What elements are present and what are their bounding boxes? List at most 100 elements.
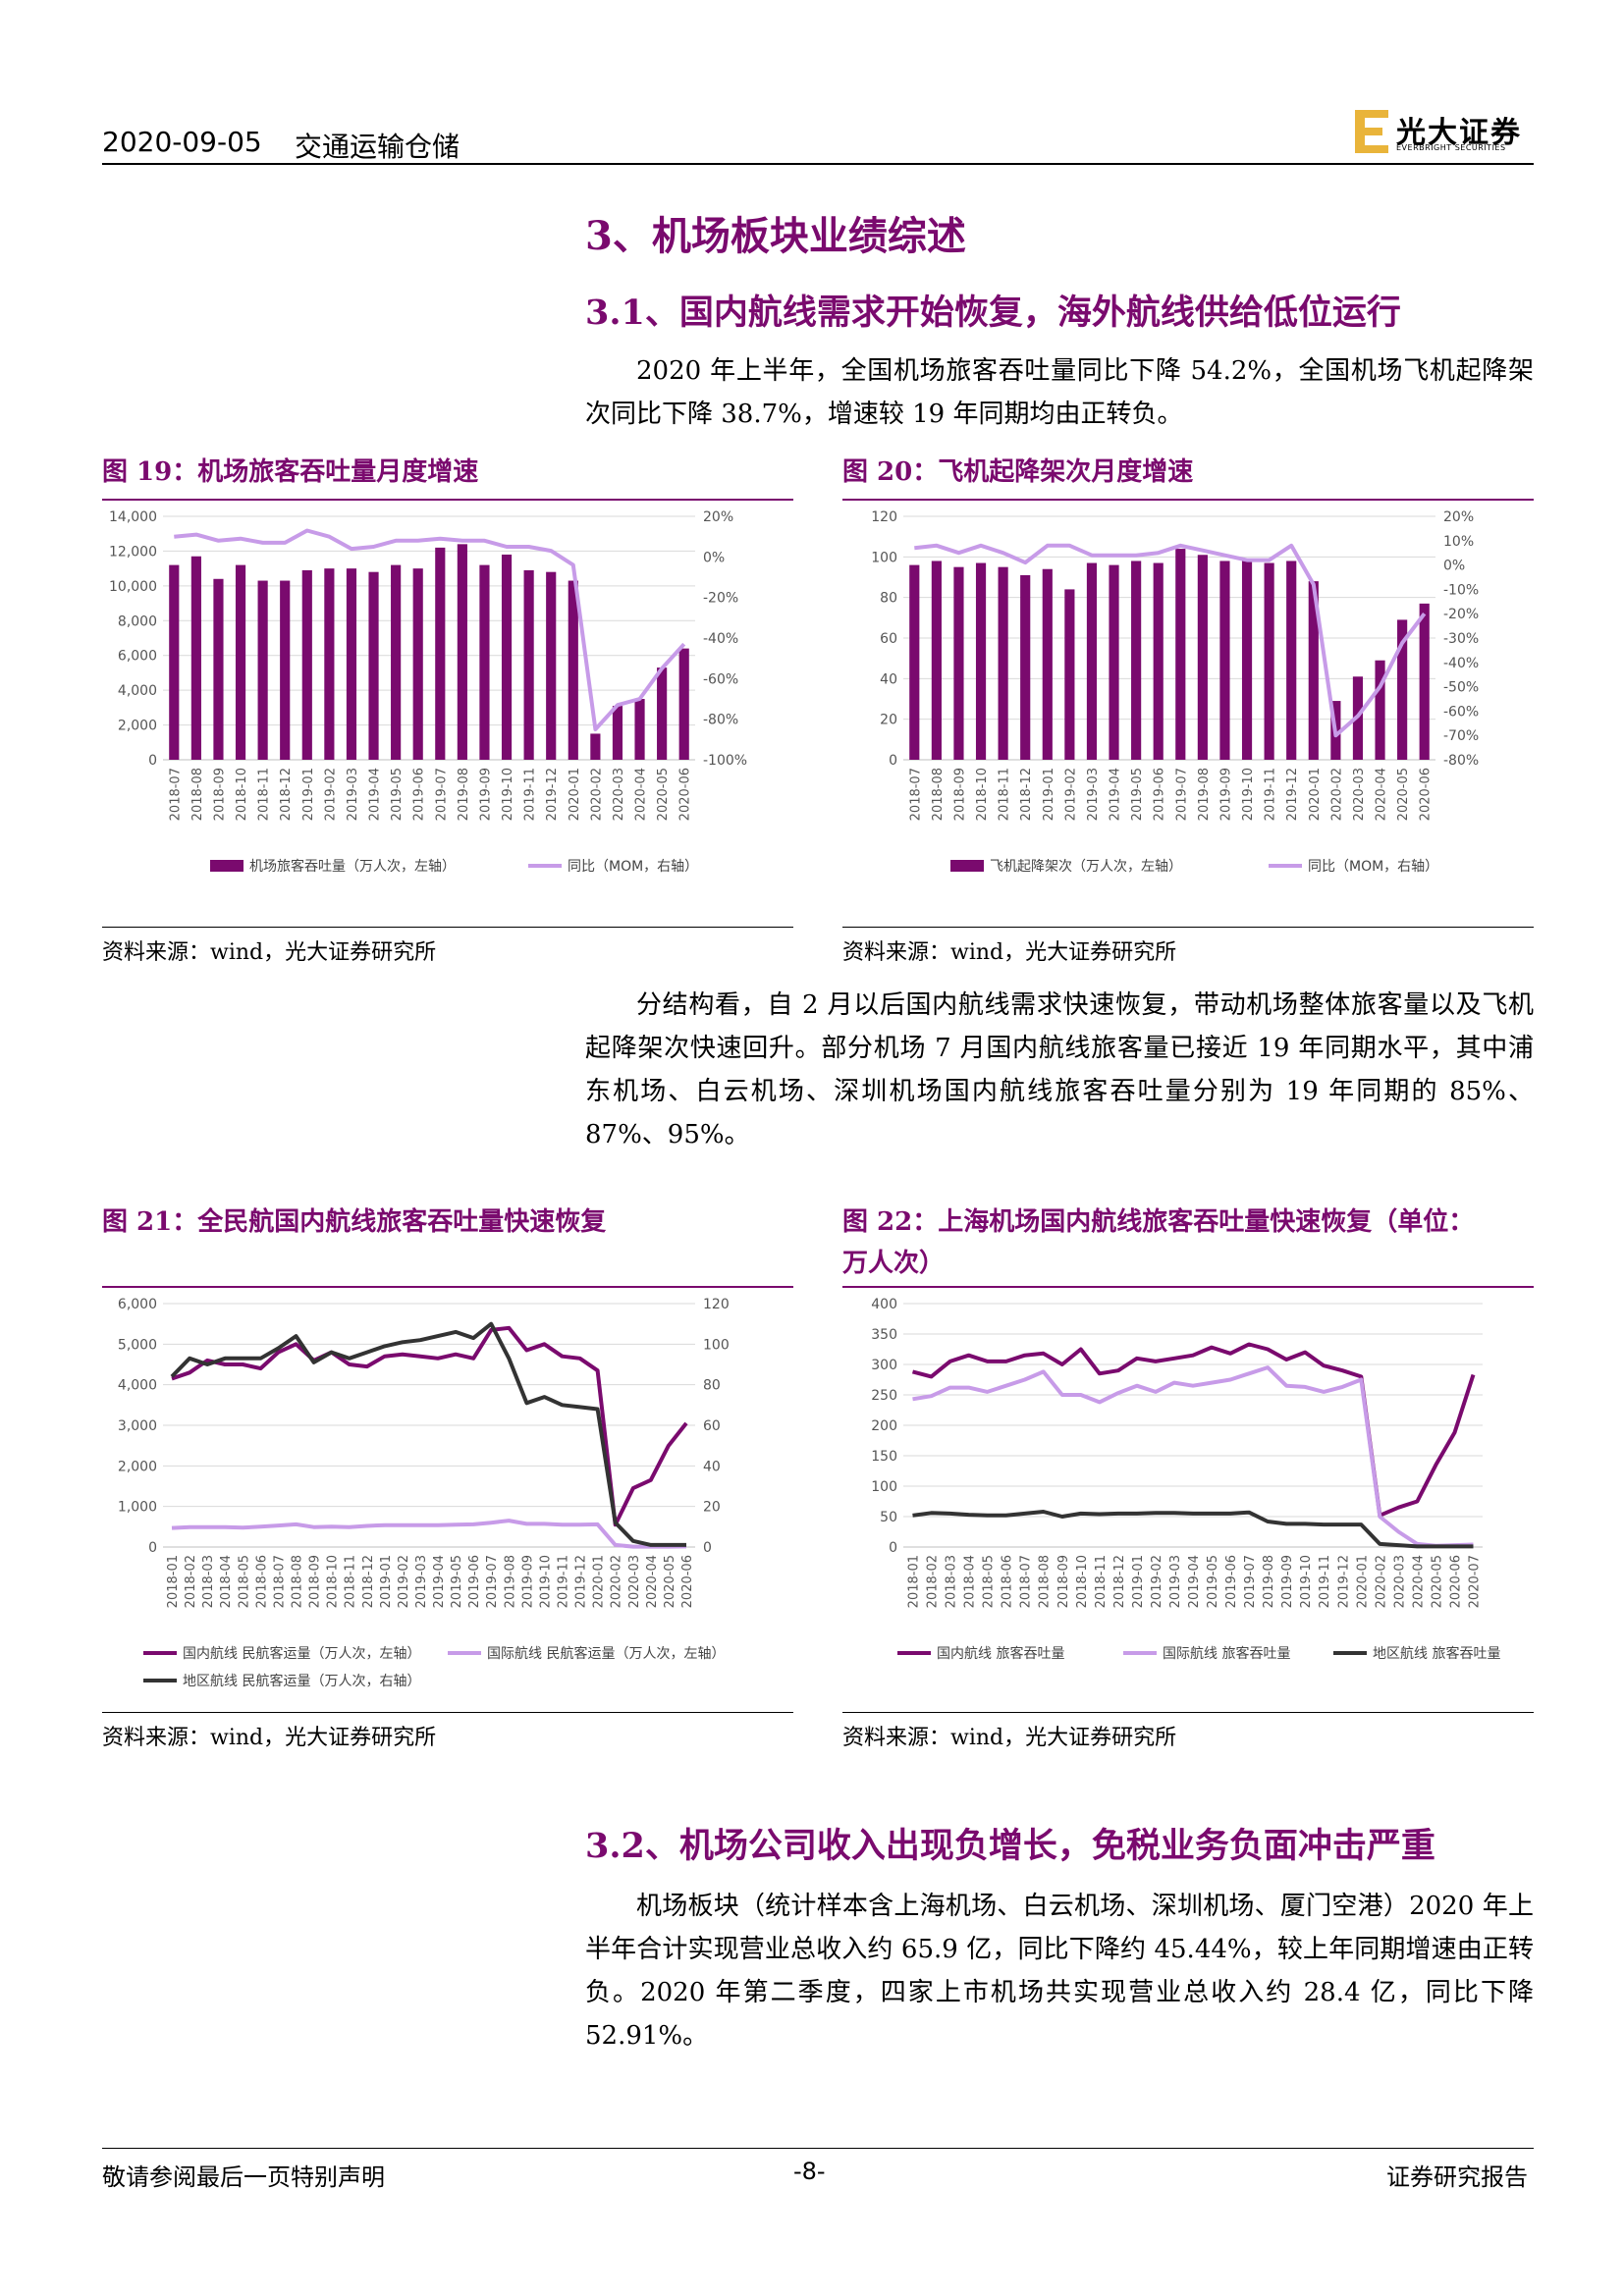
legend-swatch <box>950 860 984 872</box>
fig22-source: 资料来源：wind，光大证券研究所 <box>842 1726 1177 1750</box>
bar <box>1086 562 1098 760</box>
x-tick-label: 2020-06 <box>1448 1555 1463 1608</box>
footer-disclaimer: 敬请参阅最后一页特别声明 <box>102 2163 385 2191</box>
fig21-title: 图 21：全民航国内航线旅客吞吐量快速恢复 <box>102 1207 607 1237</box>
y-left-tick-label: 4,000 <box>118 683 157 699</box>
y-left-tick-label: 100 <box>871 1479 897 1495</box>
y-left-tick-label: 350 <box>871 1327 897 1343</box>
y-right-tick-label: -40% <box>1443 656 1479 671</box>
x-tick-label: 2019-08 <box>503 1555 517 1608</box>
series-line <box>171 1519 687 1549</box>
x-tick-label: 2018-05 <box>982 1555 997 1608</box>
x-tick-label: 2018-06 <box>1001 1555 1015 1608</box>
bar <box>953 566 964 760</box>
y-left-tick-label: 0 <box>148 1540 157 1556</box>
x-tick-label: 2018-10 <box>1075 1555 1090 1608</box>
y-right-tick-label: 60 <box>703 1418 721 1434</box>
x-tick-label: 2018-04 <box>963 1555 978 1608</box>
x-tick-label: 2018-04 <box>219 1555 234 1608</box>
x-tick-label: 2019-03 <box>346 768 360 821</box>
x-tick-label: 2020-02 <box>1374 1555 1388 1608</box>
x-tick-label: 2020-03 <box>1352 768 1367 821</box>
y-right-tick-label: 100 <box>703 1337 730 1353</box>
x-tick-label: 2019-12 <box>1336 1555 1351 1608</box>
y-left-tick-label: 0 <box>889 1540 897 1556</box>
series-line <box>914 543 1427 738</box>
y-left-tick-label: 10,000 <box>109 579 157 595</box>
y-right-tick-label: 40 <box>703 1459 721 1474</box>
y-left-tick-label: 3,000 <box>118 1418 157 1434</box>
bar <box>931 561 942 760</box>
section-3-2-title: 3.2、机场公司收入出现负增长，免税业务负面冲击严重 <box>585 1826 1435 1866</box>
fig19-bottom-rule <box>102 927 793 928</box>
x-tick-label: 2020-01 <box>568 768 582 821</box>
y-right-tick-label: -60% <box>1443 704 1479 720</box>
bar <box>1264 562 1274 760</box>
y-left-tick-label: 4,000 <box>118 1378 157 1394</box>
fig20-bottom-rule <box>842 927 1534 928</box>
y-left-tick-label: 6,000 <box>118 1297 157 1312</box>
y-left-tick-label: 2,000 <box>118 719 157 734</box>
fig21-chart: 0 1,000 2,000 3,000 4,000 5,000 6,000 0 20 40 60 80… <box>118 1297 730 1689</box>
x-tick-label: 2019-04 <box>432 1555 447 1608</box>
bar <box>280 580 291 760</box>
bar <box>412 568 423 760</box>
x-tick-label: 2020-01 <box>592 1555 607 1608</box>
bar <box>1131 561 1142 760</box>
fig22-title-line2: 万人次） <box>842 1249 946 1278</box>
bar <box>678 648 689 760</box>
legend-label: 机场旅客吞吐量（万人次，左轴） <box>249 858 456 875</box>
x-tick-label: 2019-06 <box>1153 768 1167 821</box>
x-tick-label: 2019-08 <box>1262 1555 1276 1608</box>
bar <box>1109 564 1119 760</box>
x-tick-label: 2019-11 <box>1264 768 1278 821</box>
x-tick-label: 2018-06 <box>254 1555 269 1608</box>
company-logo: 光大证券 EVERBRIGHT SECURITIES <box>1355 106 1532 157</box>
x-tick-label: 2020-05 <box>1396 768 1411 821</box>
bar <box>568 580 578 760</box>
x-tick-label: 2019-05 <box>1130 768 1145 821</box>
x-tick-label: 2018-09 <box>308 1555 323 1608</box>
bar <box>634 699 645 760</box>
header-date: 2020-09-05 <box>102 126 262 158</box>
y-right-tick-label: 0 <box>703 1540 712 1556</box>
x-tick-label: 2019-08 <box>457 768 471 821</box>
x-tick-label: 2019-05 <box>390 768 405 821</box>
x-tick-label: 2020-01 <box>1355 1555 1370 1608</box>
footer-divider <box>102 2148 1534 2149</box>
bar <box>169 564 180 760</box>
x-tick-label: 2020-05 <box>656 768 671 821</box>
x-tick-label: 2019-09 <box>520 1555 535 1608</box>
x-tick-label: 2019-02 <box>323 768 338 821</box>
legend-label: 飞机起降架次（万人次，左轴） <box>990 859 1182 875</box>
fig22-bottom-rule <box>842 1712 1534 1713</box>
bar <box>1308 581 1319 760</box>
x-tick-label: 2020-02 <box>1329 768 1344 821</box>
y-left-tick-label: 120 <box>871 509 897 525</box>
page-number: -8- <box>793 2158 826 2185</box>
y-left-tick-label: 6,000 <box>118 649 157 665</box>
y-left-tick-label: 300 <box>871 1358 897 1373</box>
header-divider <box>102 163 1534 165</box>
x-tick-label: 2020-07 <box>1467 1555 1482 1608</box>
bar <box>612 706 623 760</box>
paragraph-3: 机场板块（统计样本含上海机场、白云机场、深圳机场、厦门空港）2020 年上半年合… <box>585 1885 1534 2057</box>
legend-swatch <box>210 860 244 872</box>
x-tick-label: 2019-07 <box>485 1555 500 1608</box>
x-tick-label: 2019-06 <box>1224 1555 1239 1608</box>
bar <box>501 554 513 760</box>
bar <box>1153 562 1164 760</box>
x-tick-label: 2018-09 <box>952 768 967 821</box>
legend-label: 同比（MOM，右轴） <box>568 859 698 875</box>
x-tick-label: 2020-06 <box>1419 768 1434 821</box>
x-tick-label: 2018-08 <box>291 1555 305 1608</box>
y-left-tick-label: 250 <box>871 1388 897 1404</box>
x-tick-label: 2018-11 <box>1094 1555 1109 1608</box>
y-right-tick-label: 20% <box>1443 509 1474 525</box>
bar <box>1419 603 1430 760</box>
bar <box>1397 619 1408 760</box>
bar <box>479 564 490 760</box>
y-right-tick-label: -20% <box>1443 607 1479 622</box>
x-tick-label: 2020-06 <box>680 1555 695 1608</box>
fig22-chart: 0 50 100 150 200 250 300 350 400 2018-01 2018-02 20… <box>871 1297 1500 1662</box>
